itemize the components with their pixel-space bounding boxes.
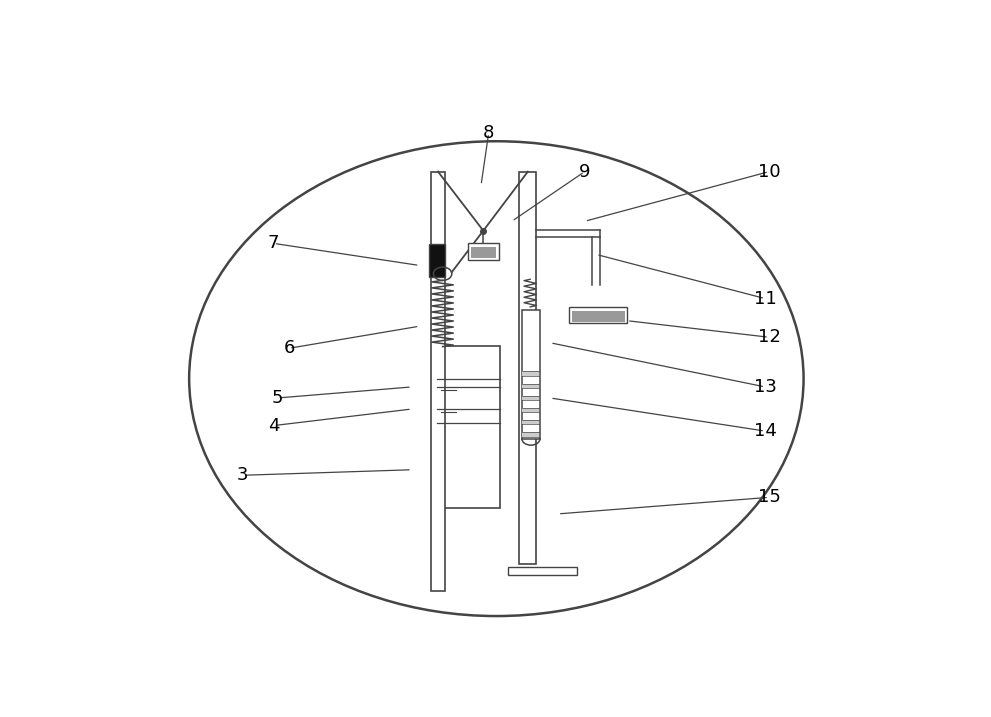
Bar bbox=[522, 420, 539, 424]
Bar bbox=[519, 171, 536, 564]
Text: 11: 11 bbox=[754, 290, 777, 308]
Bar bbox=[522, 371, 539, 376]
Text: 10: 10 bbox=[758, 163, 780, 181]
Text: 13: 13 bbox=[754, 378, 777, 396]
Bar bbox=[507, 567, 577, 574]
Text: 4: 4 bbox=[268, 417, 279, 435]
Bar bbox=[522, 396, 539, 400]
Text: 7: 7 bbox=[268, 234, 279, 252]
Bar bbox=[522, 408, 539, 412]
Bar bbox=[437, 346, 500, 508]
Bar bbox=[522, 384, 539, 388]
Text: 15: 15 bbox=[757, 488, 781, 506]
Bar bbox=[471, 247, 496, 257]
Text: 5: 5 bbox=[272, 389, 283, 407]
Text: 12: 12 bbox=[757, 328, 781, 346]
Bar bbox=[572, 310, 624, 322]
Text: 9: 9 bbox=[579, 163, 591, 181]
Bar bbox=[522, 432, 539, 437]
Bar bbox=[521, 310, 540, 440]
Bar bbox=[468, 243, 498, 260]
Bar bbox=[429, 244, 445, 277]
Text: 8: 8 bbox=[483, 124, 495, 142]
Text: 6: 6 bbox=[283, 339, 294, 357]
Bar bbox=[569, 307, 627, 323]
Text: 3: 3 bbox=[237, 466, 249, 484]
Text: 14: 14 bbox=[754, 422, 777, 440]
Bar bbox=[431, 171, 445, 592]
